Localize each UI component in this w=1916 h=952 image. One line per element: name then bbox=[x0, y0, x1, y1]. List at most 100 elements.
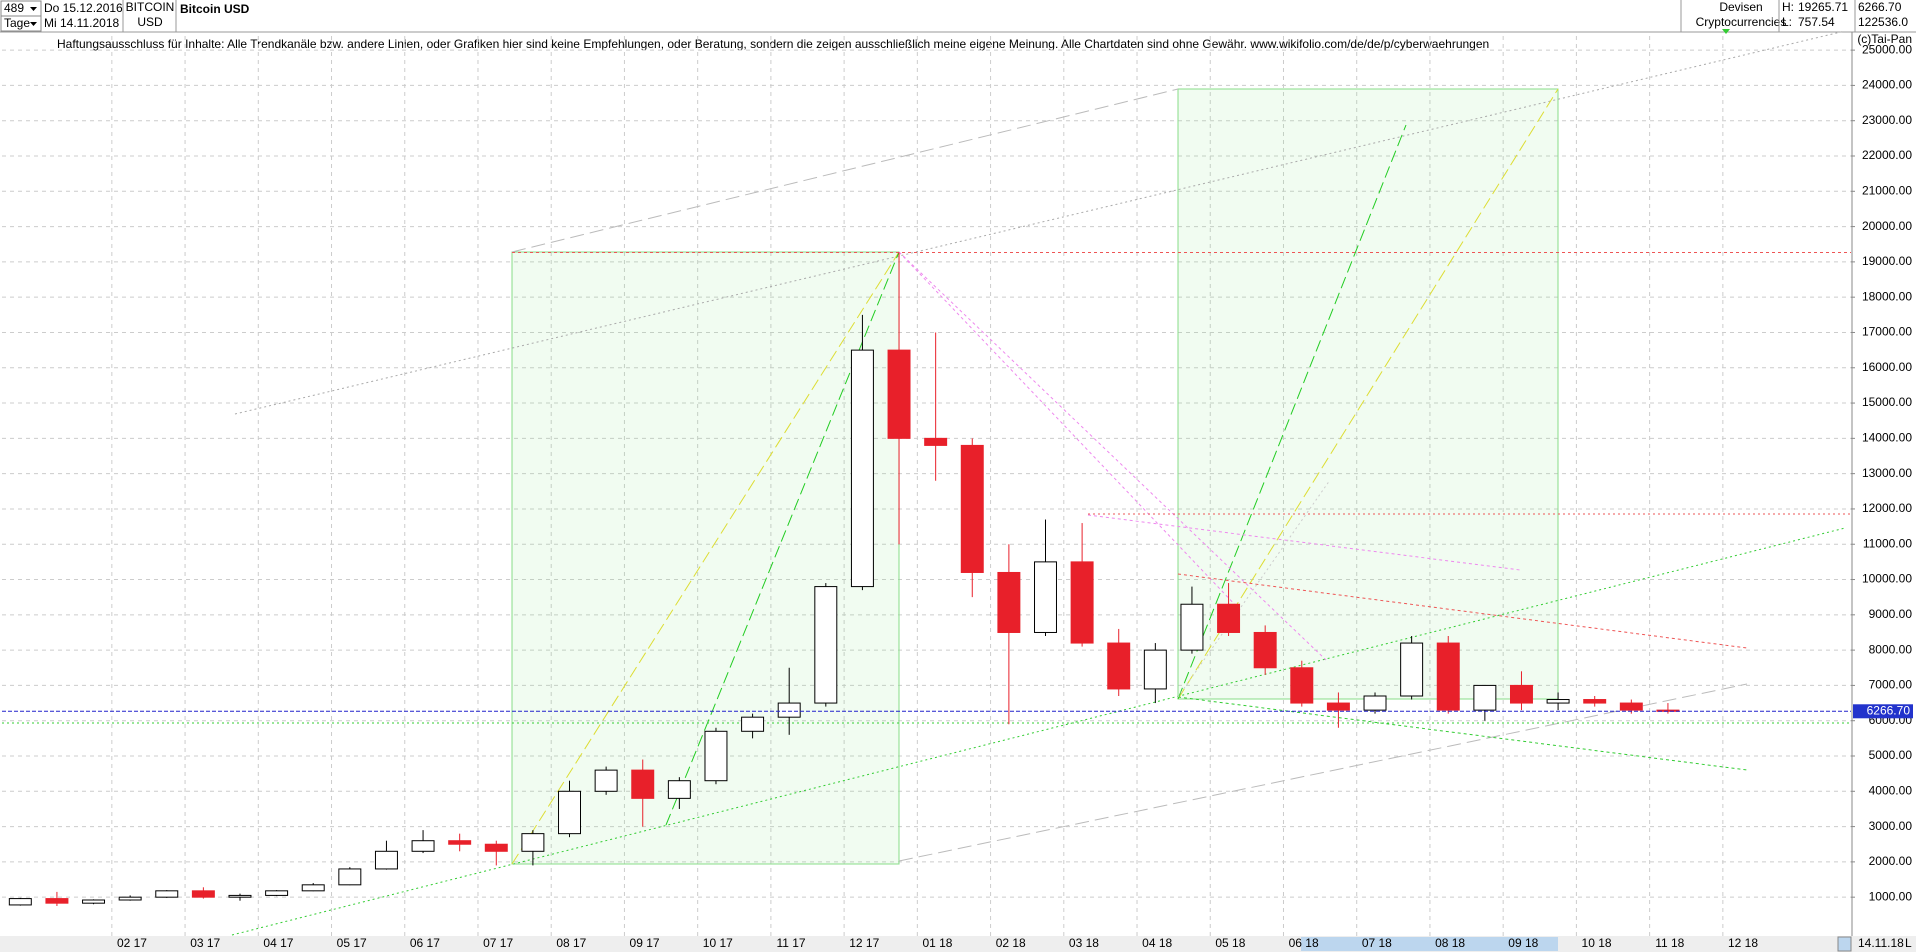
candles: 6266.70 bbox=[2, 252, 1913, 906]
x-tick-label: 06 18 bbox=[1289, 936, 1319, 950]
y-tick-label: 3000.00 bbox=[1869, 819, 1913, 833]
candle-body bbox=[1034, 561, 1057, 633]
fan-line bbox=[1087, 514, 1521, 571]
y-tick-label: 15000.00 bbox=[1862, 395, 1912, 409]
fan-line bbox=[898, 251, 1241, 611]
footer-mode: L bbox=[1905, 936, 1912, 950]
candle-body bbox=[1436, 642, 1460, 711]
x-tick-label: 11 17 bbox=[776, 936, 805, 950]
disclaimer: Haftungsausschluss für Inhalte: Alle Tre… bbox=[57, 37, 1489, 51]
candle-body bbox=[887, 349, 911, 439]
dropdown-arrow bbox=[30, 22, 37, 26]
candle-body bbox=[338, 868, 362, 886]
candle-body bbox=[45, 898, 69, 904]
footer-date: 14.11.18 bbox=[1858, 936, 1904, 950]
start-date: Do 15.12.2016 bbox=[44, 1, 123, 15]
y-tick-label: 14000.00 bbox=[1862, 431, 1912, 445]
candle-body bbox=[631, 769, 655, 799]
scroll-box[interactable] bbox=[1837, 936, 1852, 952]
fan-line bbox=[898, 251, 1327, 661]
last-price-label: 6266.70 bbox=[1867, 703, 1911, 717]
y-tick-label: 21000.00 bbox=[1862, 183, 1912, 197]
selection-highlight bbox=[1301, 937, 1558, 951]
y-tick-label: 5000.00 bbox=[1869, 748, 1913, 762]
x-tick-label: 10 18 bbox=[1582, 936, 1612, 950]
candle-body bbox=[1107, 642, 1131, 690]
x-tick-label: 08 17 bbox=[556, 936, 586, 950]
x-tick-label: 03 18 bbox=[1069, 936, 1099, 950]
trend-line bbox=[898, 683, 1748, 862]
x-tick-label: 08 18 bbox=[1435, 936, 1465, 950]
candle-body bbox=[265, 890, 289, 896]
x-axis: 02 17 03 17 04 17 05 17 06 17 07 17 08 17 09 17… bbox=[117, 936, 1758, 950]
candle-body bbox=[1363, 695, 1387, 711]
trend-line bbox=[511, 88, 1179, 253]
candle-body bbox=[1180, 603, 1204, 651]
candle-body bbox=[960, 444, 984, 573]
x-tick-label: 05 18 bbox=[1215, 936, 1245, 950]
x-tick-label: 12 18 bbox=[1728, 936, 1758, 950]
y-tick-label: 16000.00 bbox=[1862, 360, 1912, 374]
candle-body bbox=[8, 898, 32, 906]
instrument-name: Bitcoin USD bbox=[180, 2, 250, 16]
candle-body bbox=[1217, 603, 1241, 633]
x-tick-label: 11 18 bbox=[1655, 936, 1684, 950]
x-tick-label: 04 18 bbox=[1142, 936, 1172, 950]
y-tick-label: 2000.00 bbox=[1869, 854, 1913, 868]
x-tick-label: 09 18 bbox=[1508, 936, 1538, 950]
y-tick-label: 23000.00 bbox=[1862, 113, 1912, 127]
count: 489 bbox=[4, 1, 24, 15]
dropdown-arrow bbox=[30, 7, 37, 11]
subgroup: Cryptocurrencies bbox=[1696, 15, 1787, 29]
trend-line bbox=[665, 251, 900, 826]
x-tick-label: 02 17 bbox=[117, 936, 147, 950]
end-date: Mi 14.11.2018 bbox=[44, 16, 119, 30]
trend-line bbox=[1177, 88, 1559, 700]
y-tick-label: 25000.00 bbox=[1862, 42, 1912, 56]
trend-line bbox=[231, 527, 1846, 936]
candle-body bbox=[1253, 631, 1277, 669]
candle-body bbox=[521, 833, 545, 852]
low-label: L: bbox=[1782, 15, 1792, 29]
x-tick-label: 07 18 bbox=[1362, 936, 1392, 950]
candle-body bbox=[1290, 667, 1314, 704]
high-value: 19265.71 bbox=[1798, 0, 1848, 14]
trend-line bbox=[1177, 696, 1748, 771]
y-tick-label: 12000.00 bbox=[1862, 501, 1912, 515]
last-price-tag bbox=[1853, 704, 1913, 719]
trend-line bbox=[511, 251, 900, 865]
candle-body bbox=[1546, 699, 1570, 704]
candle-body bbox=[1583, 699, 1607, 704]
grid: 1000.002000.003000.004000.005000.006000.… bbox=[2, 36, 1912, 936]
candle-body bbox=[777, 702, 801, 718]
x-tick-label: 12 17 bbox=[849, 936, 879, 950]
y-tick-label: 4000.00 bbox=[1869, 783, 1913, 797]
y-tick-label: 19000.00 bbox=[1862, 254, 1912, 268]
y-tick-label: 13000.00 bbox=[1862, 466, 1912, 480]
candle-body bbox=[704, 730, 728, 782]
candle-body bbox=[594, 769, 618, 792]
candle-body bbox=[1400, 642, 1424, 697]
copyright: (c)Tai-Pan bbox=[1857, 32, 1912, 46]
period-box[interactable] bbox=[0, 15, 42, 32]
candle-body bbox=[374, 850, 398, 870]
period: Tage bbox=[4, 16, 30, 30]
candle-body bbox=[1619, 702, 1643, 711]
candle-body bbox=[558, 790, 581, 835]
y-tick-label: 20000.00 bbox=[1862, 219, 1912, 233]
y-tick-label: 17000.00 bbox=[1862, 325, 1912, 339]
candle-body bbox=[814, 586, 838, 704]
marker bbox=[1722, 29, 1730, 34]
x-tick-label: 03 17 bbox=[190, 936, 220, 950]
annotations bbox=[2, 30, 1851, 936]
trend-line bbox=[1177, 124, 1407, 700]
y-tick-label: 10000.00 bbox=[1862, 572, 1912, 586]
trend-line bbox=[234, 30, 1846, 415]
candle-body bbox=[118, 896, 142, 901]
y-tick-label: 9000.00 bbox=[1869, 607, 1913, 621]
candle-body bbox=[1509, 684, 1533, 704]
x-tick-label: 09 17 bbox=[630, 936, 660, 950]
candle-body bbox=[228, 894, 252, 898]
symbol: BITCOIN bbox=[126, 0, 175, 14]
